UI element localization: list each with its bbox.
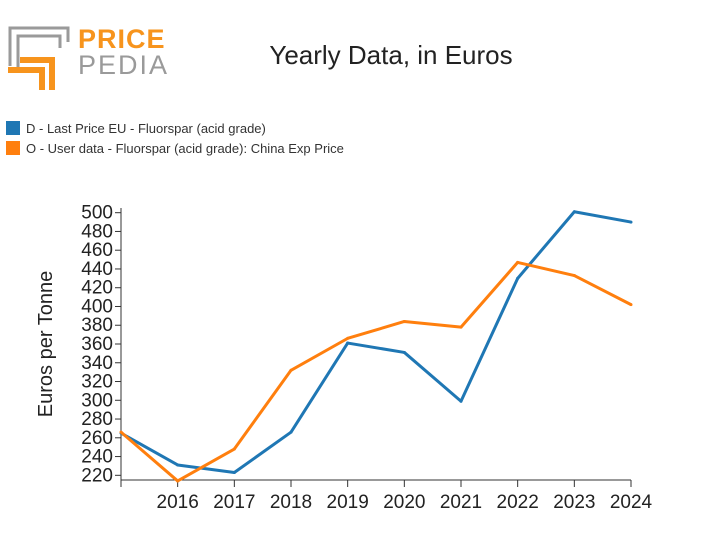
- x-tick-label-2023: 2023: [553, 492, 595, 513]
- legend-item-series-2[interactable]: O - User data - Fluorspar (acid grade): …: [6, 138, 344, 158]
- y-tick-label-440: 440: [81, 259, 113, 280]
- y-tick-label-280: 280: [81, 409, 113, 430]
- legend-item-series-1[interactable]: D - Last Price EU - Fluorspar (acid grad…: [6, 118, 344, 138]
- y-tick-label-460: 460: [81, 240, 113, 261]
- series-line-2: [120, 260, 632, 483]
- y-tick-label-260: 260: [81, 428, 113, 449]
- series-2-point-2016: [176, 479, 180, 483]
- x-tick-label-2024: 2024: [610, 492, 653, 513]
- x-tick-label-2018: 2018: [270, 492, 312, 513]
- series-1-point-2023: [572, 210, 576, 214]
- logo-mark-icon: [8, 26, 70, 90]
- series-1-point-2017: [232, 470, 236, 474]
- logo-word-pedia: PEDIA: [78, 50, 170, 80]
- y-tick-label-480: 480: [81, 221, 113, 242]
- y-tick-label-320: 320: [81, 372, 113, 393]
- x-tick-label-2016: 2016: [157, 492, 199, 513]
- x-tick-label-2021: 2021: [440, 492, 482, 513]
- pricepedia-logo: PRICE PEDIA: [8, 20, 178, 100]
- y-tick-label-340: 340: [81, 353, 113, 374]
- series-2-point-2023: [572, 274, 576, 278]
- y-tick-label-360: 360: [81, 334, 113, 355]
- legend-label-series-2: O - User data - Fluorspar (acid grade): …: [26, 140, 344, 156]
- y-tick-label-240: 240: [81, 447, 113, 468]
- x-tick-label-2020: 2020: [383, 492, 425, 513]
- series-1-point-2016: [176, 463, 180, 467]
- y-axis-label: Euros per Tonne: [35, 271, 57, 417]
- series-2-point-2018: [289, 368, 293, 372]
- series-1-point-2022: [516, 276, 520, 280]
- chart-title: Yearly Data, in Euros: [269, 40, 513, 70]
- series-1-point-2019: [346, 341, 350, 345]
- legend-swatch-series-1: [6, 121, 20, 135]
- x-tick-label-2022: 2022: [497, 492, 539, 513]
- series-2-point-2017: [232, 447, 236, 451]
- series-1-point-2018: [289, 430, 293, 434]
- logo-word-price: PRICE: [78, 24, 166, 54]
- series-2-point-2022: [516, 260, 520, 264]
- y-tick-label-400: 400: [81, 296, 113, 317]
- series-2-point-2021: [459, 325, 463, 329]
- series-1-point-2024: [629, 220, 633, 224]
- legend-label-series-1: D - Last Price EU - Fluorspar (acid grad…: [26, 120, 266, 136]
- y-tick-label-500: 500: [81, 203, 113, 224]
- series-2-point-2024: [629, 303, 633, 307]
- series-1-point-2020: [402, 350, 406, 354]
- series-2-point-2015: [119, 430, 123, 434]
- series-2-point-2020: [402, 319, 406, 323]
- legend: D - Last Price EU - Fluorspar (acid grad…: [6, 118, 344, 158]
- series-1-point-2021: [459, 399, 463, 403]
- x-tick-label-2017: 2017: [213, 492, 255, 513]
- y-tick-label-420: 420: [81, 278, 113, 299]
- y-tick-label-300: 300: [81, 390, 113, 411]
- chart-title-wrap: Yearly Data, in Euros: [0, 40, 712, 71]
- series-2-point-2019: [346, 336, 350, 340]
- series-line-1: [120, 210, 632, 474]
- y-tick-label-220: 220: [81, 465, 113, 486]
- y-tick-label-380: 380: [81, 315, 113, 336]
- x-tick-label-2019: 2019: [327, 492, 369, 513]
- legend-swatch-series-2: [6, 141, 20, 155]
